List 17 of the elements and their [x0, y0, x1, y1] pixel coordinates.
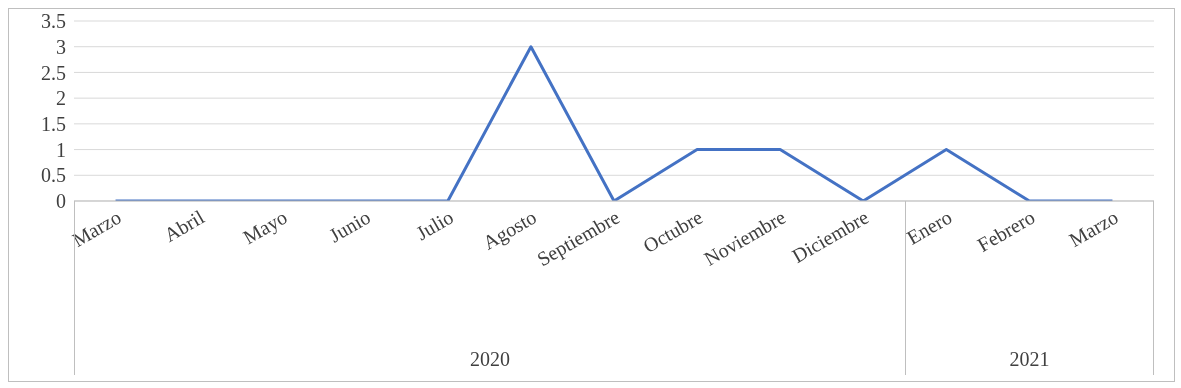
y-tick-label: 0 — [56, 190, 66, 213]
y-tick-label: 0.5 — [41, 164, 66, 187]
y-tick-label: 3.5 — [41, 10, 66, 33]
y-tick-label: 3 — [56, 35, 66, 58]
x-tick-label: Julio — [412, 205, 457, 245]
x-tick-label: Abril — [160, 205, 209, 246]
x-tick-label: Junio — [325, 205, 374, 247]
y-tick-label: 2.5 — [41, 61, 66, 84]
y-tick-label: 2 — [56, 87, 66, 110]
x-tick-label: Mayo — [239, 205, 292, 249]
x-tick-label: Marzo — [1065, 205, 1122, 251]
text: 2020 — [468, 348, 511, 371]
y-tick-label: 1.5 — [41, 112, 66, 135]
text: 2021 — [1008, 348, 1051, 371]
x-tick-label: Marzo — [68, 205, 125, 251]
x-tick-label: Enero — [903, 205, 956, 249]
y-tick-label: 1 — [56, 138, 66, 161]
